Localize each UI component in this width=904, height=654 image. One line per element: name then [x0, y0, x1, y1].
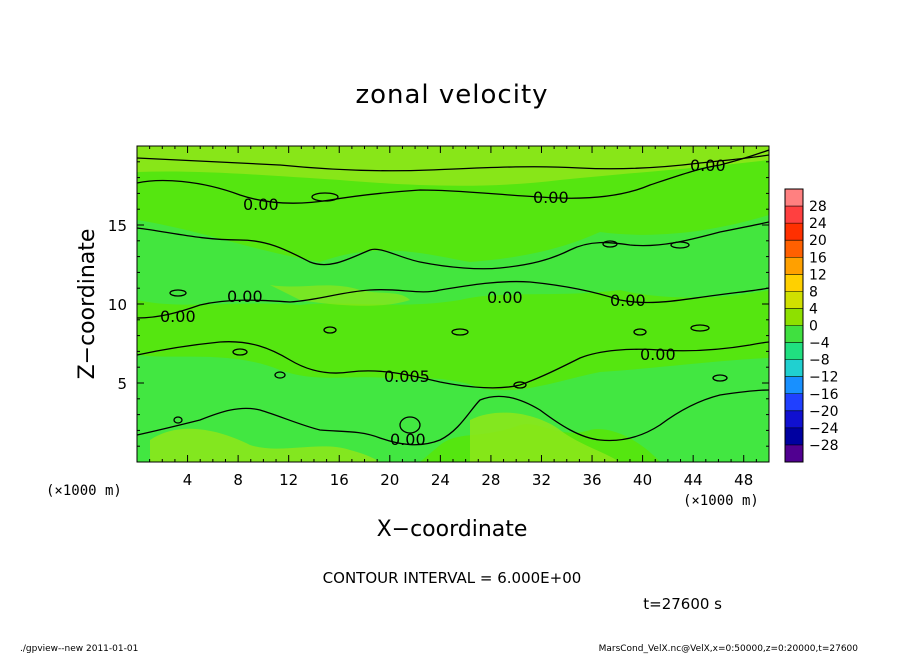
- colorbar-label: −12: [809, 370, 839, 386]
- contour-label: 0.00: [227, 287, 263, 306]
- contour-line: [137, 149, 769, 204]
- colorbar-swatch: [785, 274, 803, 292]
- contour-line: [137, 280, 769, 319]
- contour-closed: [670, 241, 690, 249]
- colorbar-swatch: [785, 444, 803, 463]
- field-region-positive: [137, 146, 769, 186]
- x-unit-left: (×1000 m): [46, 483, 122, 499]
- colorbar-swatch: [785, 257, 803, 275]
- time-stamp: t=27600 s: [643, 595, 722, 613]
- x-tick-label: 36: [582, 471, 601, 489]
- contour-label: 0.00: [160, 307, 196, 326]
- x-axis-label: X−coordinate: [377, 517, 528, 542]
- x-tick-label: 24: [431, 471, 450, 489]
- x-tick-label: 8: [233, 471, 243, 489]
- colorbar-swatch: [785, 206, 803, 224]
- contour-label: 0.00: [533, 188, 569, 207]
- x-tick-label: 48: [734, 471, 753, 489]
- field-region-negative: [137, 355, 769, 462]
- x-tick-label: 16: [330, 471, 349, 489]
- colorbar-swatch: [785, 223, 803, 241]
- colorbar-swatch: [785, 376, 803, 395]
- y-tick-label: 10: [108, 296, 127, 314]
- contour-label: 0.005: [384, 367, 430, 386]
- x-tick-label: 20: [380, 471, 399, 489]
- contour-closed: [690, 324, 710, 332]
- colorbar-label: −20: [809, 404, 839, 420]
- contour-closed: [169, 289, 187, 297]
- x-axis-ticks: 4 8 12 16 20 24 28 32 36 40 44 48: [149, 146, 757, 489]
- contour-closed: [513, 381, 527, 389]
- contour-label: 0.00: [690, 156, 726, 175]
- contour-closed: [712, 374, 728, 382]
- contour-label: 0.00: [390, 430, 426, 449]
- x-tick-label: 12: [279, 471, 298, 489]
- contour-line: [137, 389, 769, 446]
- contour-closed: [451, 328, 469, 336]
- colorbar-label: 4: [809, 301, 818, 317]
- colorbar-swatch: [785, 291, 803, 309]
- contour-closed: [399, 416, 421, 434]
- x-unit-right: (×1000 m): [683, 493, 759, 509]
- contour-closed: [323, 326, 337, 334]
- colorbar-label: 0: [809, 319, 818, 335]
- colorbar-swatch: [785, 342, 803, 361]
- colorbar-swatch: [785, 410, 803, 429]
- contour-label: 0.00: [610, 291, 646, 310]
- contour-line: [137, 341, 769, 389]
- field-region-positive: [470, 412, 620, 462]
- colorbar-swatch: [785, 427, 803, 446]
- y-tick-label: 5: [117, 375, 127, 393]
- chart-title: zonal velocity: [355, 80, 548, 110]
- contour-closed: [311, 192, 339, 202]
- y-axis-ticks: 5 10 15: [108, 161, 769, 447]
- colorbar-label: −28: [809, 438, 839, 454]
- field-region-negative: [137, 215, 769, 305]
- colorbar-label: 20: [809, 233, 827, 249]
- y-tick-label: 15: [108, 217, 127, 235]
- contour-closed: [274, 371, 286, 379]
- contour-label: 0.00: [487, 288, 523, 307]
- contour-closed: [232, 348, 248, 356]
- colorbar-label: −8: [809, 353, 830, 369]
- plot-area: 0.00 0.00 0.00 0.00 0.00 0.00 0.00 0.00 …: [137, 146, 769, 462]
- colorbar-label: −24: [809, 421, 839, 437]
- x-tick-label: 28: [481, 471, 500, 489]
- colorbar-label: −16: [809, 387, 839, 403]
- contour-label: 0.00: [243, 195, 279, 214]
- contour-closed: [173, 416, 183, 424]
- colorbar-label: 8: [809, 284, 818, 300]
- colorbar-swatch: [785, 308, 803, 326]
- colorbar-label: 16: [809, 250, 827, 266]
- contour-closed: [602, 240, 618, 248]
- colorbar-swatch: [785, 393, 803, 412]
- colorbar-swatch: [785, 359, 803, 378]
- footer-right: MarsCond_VelX.nc@VelX,x=0:50000,z=0:2000…: [599, 644, 859, 654]
- colorbar-label: −4: [809, 336, 830, 352]
- x-tick-label: 40: [633, 471, 652, 489]
- colorbar-swatch: [785, 325, 803, 344]
- colorbar-label: 28: [809, 199, 827, 215]
- contour-line: [137, 154, 769, 172]
- contour-interval: CONTOUR INTERVAL = 6.000E+00: [323, 569, 582, 587]
- contour-closed: [633, 328, 647, 336]
- colorbar-swatch: [785, 240, 803, 258]
- field-region-positive: [150, 428, 380, 462]
- footer-left: ./gpview--new 2011-01-01: [20, 644, 138, 654]
- contour-line: [137, 221, 769, 270]
- colorbar-label: 12: [809, 267, 827, 283]
- y-axis-label: Z−coordinate: [75, 229, 100, 380]
- colorbar-label: 24: [809, 216, 827, 232]
- x-tick-label: 32: [532, 471, 551, 489]
- x-tick-label: 4: [183, 471, 193, 489]
- contour-label: 0.00: [640, 345, 676, 364]
- colorbar-swatch: [785, 189, 803, 207]
- x-tick-label: 44: [684, 471, 703, 489]
